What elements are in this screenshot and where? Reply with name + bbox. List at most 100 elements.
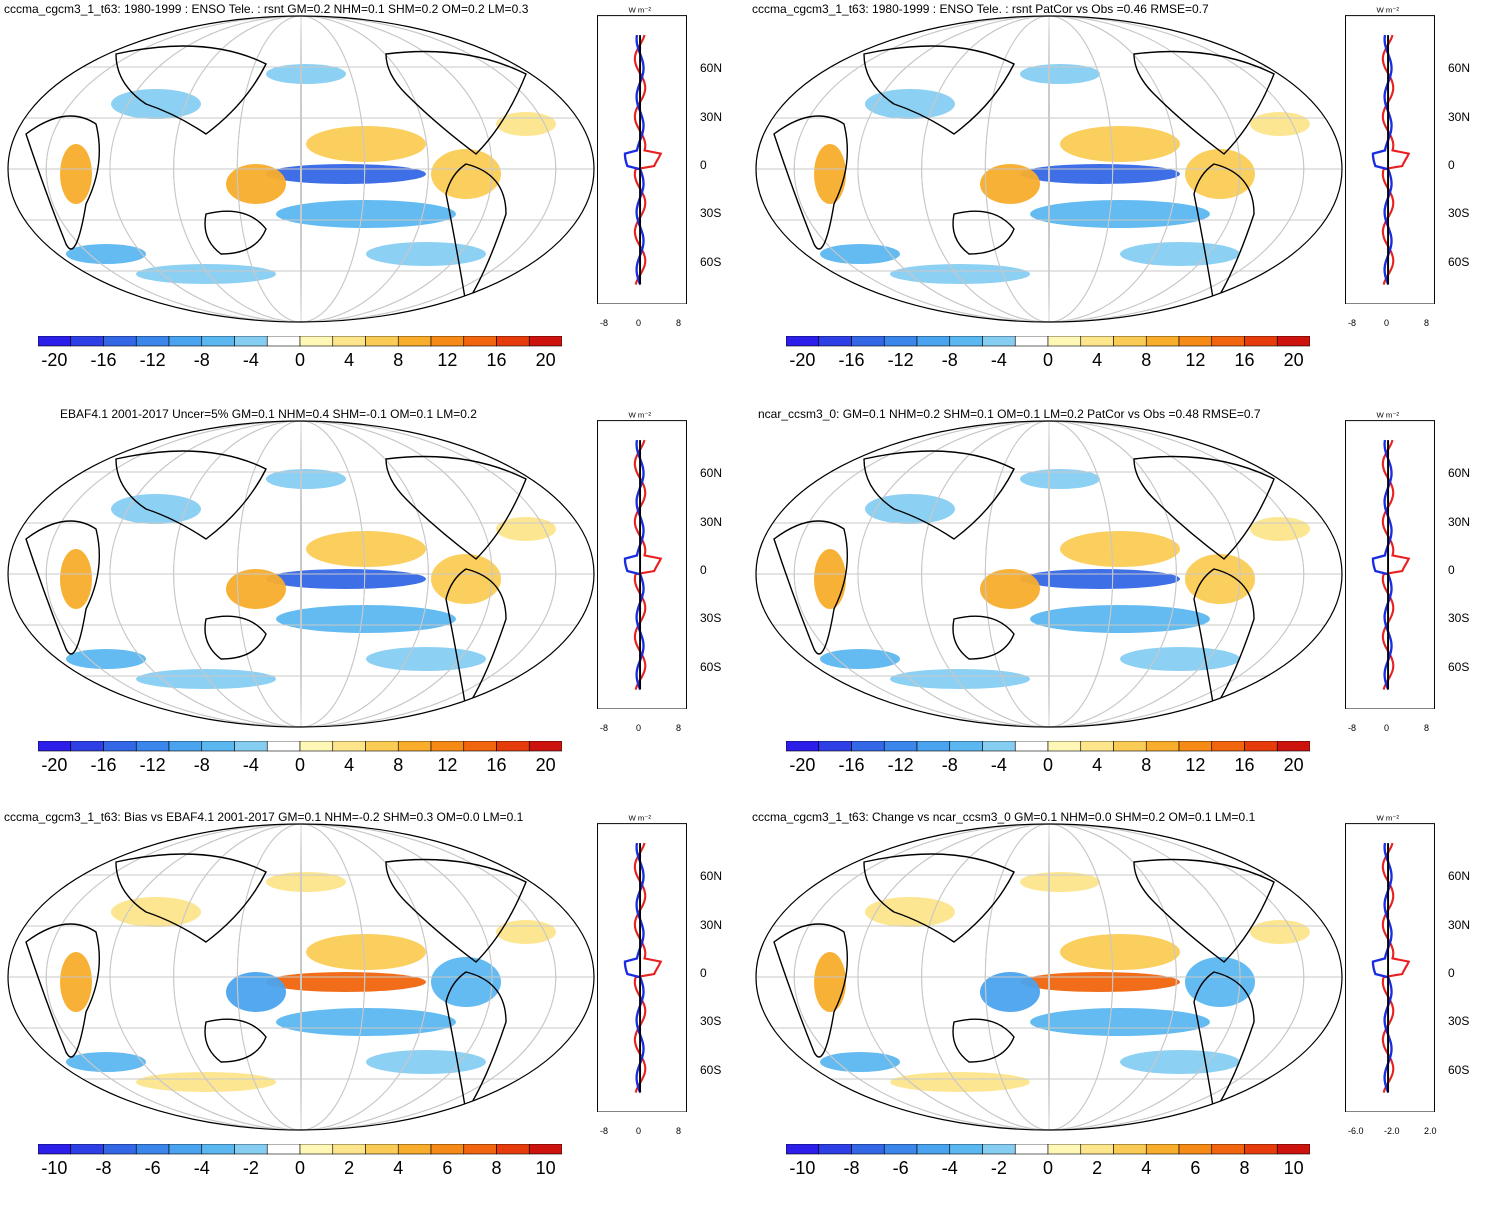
zonal-tick-label: -6.0 <box>1348 1126 1364 1136</box>
colorbar-swatch <box>38 1144 72 1155</box>
colorbar-label: 4 <box>1092 755 1102 775</box>
anomaly-patch <box>276 200 456 228</box>
latitude-label: 30S <box>700 206 722 221</box>
zonal-tick-label: 8 <box>676 723 682 733</box>
colorbar-swatch <box>463 1144 497 1155</box>
unit-label: W m⁻² <box>1376 814 1399 823</box>
anomaly-patch <box>1020 164 1180 184</box>
anomaly-patch <box>820 649 900 669</box>
colorbar-label: 2 <box>344 1158 354 1178</box>
colorbar-swatch <box>1080 1144 1114 1155</box>
colorbar-swatch <box>818 1144 852 1155</box>
colorbar-swatch <box>1047 741 1082 752</box>
zonal-tick-label: 8 <box>676 1126 682 1136</box>
colorbar-swatch <box>397 741 432 752</box>
colorbar-swatch <box>430 1144 465 1155</box>
anomaly-patch <box>66 1052 146 1072</box>
colorbar-swatch <box>168 741 203 752</box>
latitude-label: 0 <box>700 158 707 172</box>
coastline <box>115 853 267 943</box>
colorbar-label: -16 <box>838 350 864 370</box>
colorbar-swatch <box>103 741 137 752</box>
colorbar-label: 2 <box>1092 1158 1102 1178</box>
longitude-gridline <box>109 16 493 322</box>
zonal-tick-label: -2.0 <box>1384 1126 1400 1136</box>
colorbar-swatch <box>103 336 137 347</box>
colorbar-swatch <box>818 336 852 347</box>
colorbar-swatch <box>496 1144 530 1155</box>
latitude-label: 0 <box>1448 158 1455 172</box>
latitude-label: 60S <box>1448 254 1470 269</box>
colorbar-label: -16 <box>90 755 116 775</box>
anomaly-patch <box>890 264 1030 284</box>
colorbar-label: 6 <box>1190 1158 1200 1178</box>
colorbar-label: -10 <box>41 1158 67 1178</box>
colorbar-swatch <box>1113 1144 1147 1155</box>
robinson-map <box>7 15 595 323</box>
latitude-label: 60S <box>700 254 722 269</box>
colorbar-swatch <box>1244 1144 1278 1155</box>
anomaly-patch <box>1030 200 1210 228</box>
panel-title: cccma_cgcm3_1_t63: 1980-1999 : ENSO Tele… <box>4 2 529 16</box>
colorbar-label: -8 <box>942 755 958 775</box>
latitude-label: 0 <box>700 563 707 577</box>
coastline <box>385 50 527 155</box>
longitude-gridline <box>300 421 302 727</box>
coastline <box>863 853 1015 943</box>
colorbar-label: -12 <box>888 350 914 370</box>
colorbar-label: 10 <box>536 1158 556 1178</box>
panel-title: EBAF4.1 2001-2017 Uncer=5% GM=0.1 NHM=0.… <box>60 407 477 421</box>
colorbar-swatch <box>135 1144 170 1155</box>
colorbar-swatch <box>851 741 885 752</box>
colorbar-swatch <box>528 741 562 752</box>
colorbar-label: 16 <box>1234 350 1254 370</box>
longitude-gridline <box>1048 824 1050 1130</box>
zonal-mean-line <box>633 34 663 285</box>
latitude-label: 30N <box>1448 109 1471 124</box>
colorbar-swatch <box>365 741 399 752</box>
colorbar-swatch <box>299 1144 334 1155</box>
anomaly-patch <box>266 972 426 992</box>
colorbar-label: 0 <box>295 1158 305 1178</box>
coastline <box>204 1018 267 1063</box>
latitude-axis: 60N 30N 0 30S 60S <box>1444 812 1487 1122</box>
latitude-label: 30N <box>700 917 723 932</box>
colorbar-label: -16 <box>90 350 116 370</box>
colorbar: -20 -16 -12 -8 -4 0 4 8 12 16 20 <box>38 741 562 775</box>
longitude-gridline <box>236 824 366 1130</box>
coastline <box>1133 455 1275 560</box>
colorbar-label: -10 <box>789 1158 815 1178</box>
colorbar-swatch <box>135 336 170 347</box>
anomaly-patch <box>366 1050 486 1074</box>
anomaly-patch <box>1030 605 1210 633</box>
colorbar-label: 8 <box>393 350 403 370</box>
colorbar-swatch <box>982 1144 1016 1155</box>
colorbar-label: 0 <box>1043 1158 1053 1178</box>
longitude-gridline <box>109 824 493 1130</box>
anomaly-patch <box>111 897 201 927</box>
colorbar-label: -6 <box>893 1158 909 1178</box>
colorbar-label: 0 <box>295 755 305 775</box>
anomaly-patch <box>1020 972 1180 992</box>
longitude-gridline <box>173 16 429 322</box>
zonal-tick-label: 8 <box>676 318 682 328</box>
colorbar-label: -12 <box>888 755 914 775</box>
latitude-label: 60N <box>700 466 723 481</box>
latitude-axis: 60N 30N 0 30S 60S <box>696 4 740 314</box>
colorbar-swatch <box>1113 336 1147 347</box>
anomaly-patch <box>136 1072 276 1092</box>
colorbar-swatch <box>38 336 72 347</box>
longitude-gridline <box>1048 421 1050 727</box>
anomaly-patch <box>1120 1050 1240 1074</box>
zonal-mean-plot: W m⁻² <box>1345 6 1435 304</box>
coastline <box>385 858 527 963</box>
longitude-gridline <box>921 421 1177 727</box>
zonal-tick-label: -8 <box>600 1126 609 1136</box>
longitude-gridline <box>857 824 1241 1130</box>
latitude-label: 30N <box>1448 514 1471 529</box>
colorbar-label: -20 <box>41 755 67 775</box>
anomaly-patch <box>865 897 955 927</box>
colorbar-label: -4 <box>243 350 259 370</box>
longitude-gridline <box>921 824 1177 1130</box>
zonal-mean-line <box>1381 439 1411 690</box>
